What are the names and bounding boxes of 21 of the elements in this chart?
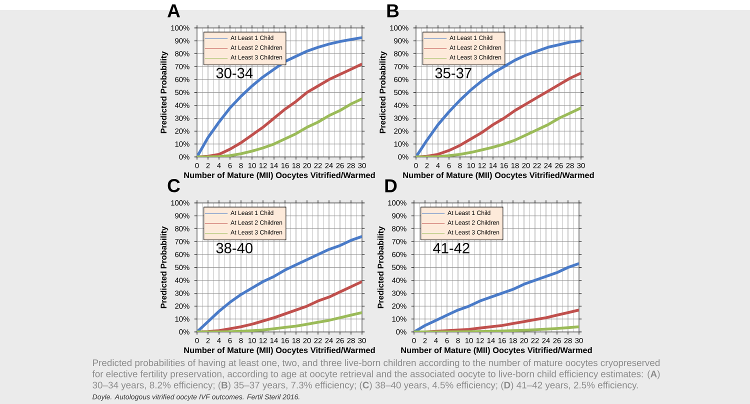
line-series (416, 39, 581, 157)
line-series (197, 98, 362, 157)
y-axis-title: Predicted Probability (160, 51, 168, 134)
x-axis-title: Number of Mature (MII) Oocytes Vitrified/Warmed (401, 347, 592, 355)
x-axis-title: Number of Mature (MII) Oocytes Vitrified/Warmed (403, 172, 594, 180)
x-axis-title: Number of Mature (MII) Oocytes Vitrified/Warmed (184, 172, 375, 180)
y-axis-title: Predicted Probability (379, 51, 388, 134)
text: Predicted probabilities of having at least one, two, and three live-born children according to the number of mature oocytes cryopreserved for elective fertility preservation, according to age at oocyte retrieval and the associated oocyte to live-born child efficiency estimates: (A) 30–34 years, 8.2% efficiency; (B) 35–37 years, 7.3% efficiency; (C) 38–40 years, 4.5% efficiency; (D) 41–42 years, 2.5% efficiency. (92, 359, 660, 390)
chart-title: C (168, 179, 180, 192)
line-series (197, 36, 362, 157)
line-series (416, 106, 581, 157)
annotation: 38-40 (216, 242, 252, 254)
chart-title: B (387, 4, 399, 18)
annotation: 41-42 (433, 243, 470, 254)
annotation: 30-34 (216, 68, 253, 78)
chart-title: D (385, 179, 397, 192)
x-axis-title: Number of Mature (MII) Oocytes Vitrified/Warmed (184, 347, 375, 355)
chart-title: A (168, 4, 180, 18)
y-axis-title: Predicted Probability (160, 226, 168, 308)
annotation: 35-37 (435, 68, 472, 78)
y-axis-title: Predicted Probability (377, 226, 386, 308)
